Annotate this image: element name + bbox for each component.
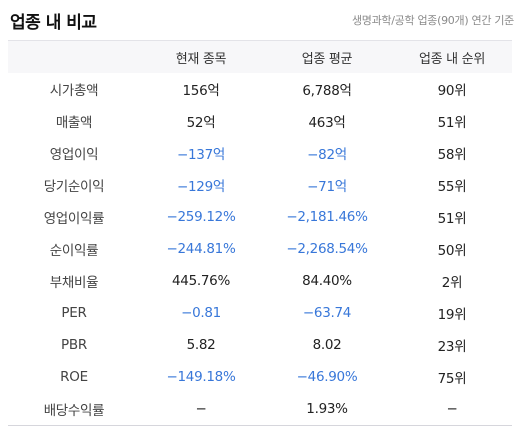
section-header: 업종 내 비교 생명과학/공학 업종(90개) 연간 기준 (0, 0, 520, 40)
table-row: 부채비율 445.76% 84.40% 2위 (8, 265, 512, 297)
current-value: −259.12% (166, 209, 236, 225)
industry-comparison-table: 현재 종목 업종 평균 업종 내 순위 시가총액 156억 6,788억 90위… (8, 40, 512, 426)
current-value: 445.76% (172, 273, 230, 289)
average-value: 8.02 (312, 337, 342, 353)
current-value: −137억 (177, 147, 225, 163)
current-value: −244.81% (166, 241, 236, 257)
average-value: −63.74 (302, 305, 352, 321)
row-label: 당기순이익 (43, 179, 105, 195)
rank-value: 58위 (437, 147, 467, 163)
average-value: 463억 (308, 115, 346, 131)
table-row: 영업이익률 −259.12% −2,181.46% 51위 (8, 201, 512, 233)
section-title: 업종 내 비교 (10, 13, 97, 33)
rank-value: 2위 (441, 275, 463, 291)
row-label: 매출액 (55, 115, 93, 131)
table-row: 시가총액 156억 6,788억 90위 (8, 73, 512, 105)
rank-value: 51위 (437, 115, 467, 131)
row-label: PBR (61, 337, 87, 353)
rank-value: 51위 (437, 211, 467, 227)
rank-value: 75위 (437, 371, 467, 387)
column-header-current: 현재 종목 (175, 51, 227, 67)
average-value: −46.90% (296, 369, 358, 385)
average-value: −2,268.54% (286, 241, 368, 257)
current-value: −0.81 (181, 305, 221, 321)
table-row: PBR 5.82 8.02 23위 (8, 329, 512, 361)
current-value: 52억 (186, 115, 216, 131)
rank-value: 55위 (437, 179, 467, 195)
column-header-average: 업종 평균 (301, 51, 353, 67)
table-row: 순이익률 −244.81% −2,268.54% 50위 (8, 233, 512, 265)
row-label: 시가총액 (49, 83, 99, 99)
row-label: 순이익률 (49, 243, 99, 259)
current-value: − (140, 393, 262, 426)
rank-value: − (392, 393, 512, 426)
rank-value: 50위 (437, 243, 467, 259)
average-value: −71억 (307, 179, 347, 195)
table-row: 영업이익 −137억 −82억 58위 (8, 137, 512, 169)
current-value: 156억 (182, 83, 220, 99)
average-value: −2,181.46% (286, 209, 368, 225)
table-row: 매출액 52억 463억 51위 (8, 105, 512, 137)
table-row: 당기순이익 −129억 −71억 55위 (8, 169, 512, 201)
table-row: PER −0.81 −63.74 19위 (8, 297, 512, 329)
row-label: 영업이익 (49, 147, 99, 163)
current-value: −149.18% (166, 369, 236, 385)
industry-basis-caption: 생명과학/공학 업종(90개) 연간 기준 (351, 14, 514, 27)
average-value: 6,788억 (302, 83, 352, 99)
row-label: PER (61, 305, 87, 321)
column-header-rank: 업종 내 순위 (419, 51, 485, 67)
average-value: 1.93% (262, 393, 392, 426)
row-label: 영업이익률 (43, 211, 105, 227)
table-row: ROE −149.18% −46.90% 75위 (8, 361, 512, 393)
average-value: 84.40% (302, 273, 352, 289)
table-header-row: 현재 종목 업종 평균 업종 내 순위 (8, 40, 512, 74)
rank-value: 23위 (437, 339, 467, 355)
table-row: 배당수익률 − 1.93% − (8, 393, 512, 426)
row-label: 부채비율 (49, 275, 99, 291)
current-value: 5.82 (186, 337, 216, 353)
row-label: 배당수익률 (8, 393, 140, 426)
column-header-label (8, 41, 140, 74)
rank-value: 90위 (437, 83, 467, 99)
current-value: −129억 (177, 179, 225, 195)
average-value: −82억 (307, 147, 347, 163)
rank-value: 19위 (437, 307, 467, 323)
row-label: ROE (60, 369, 88, 385)
